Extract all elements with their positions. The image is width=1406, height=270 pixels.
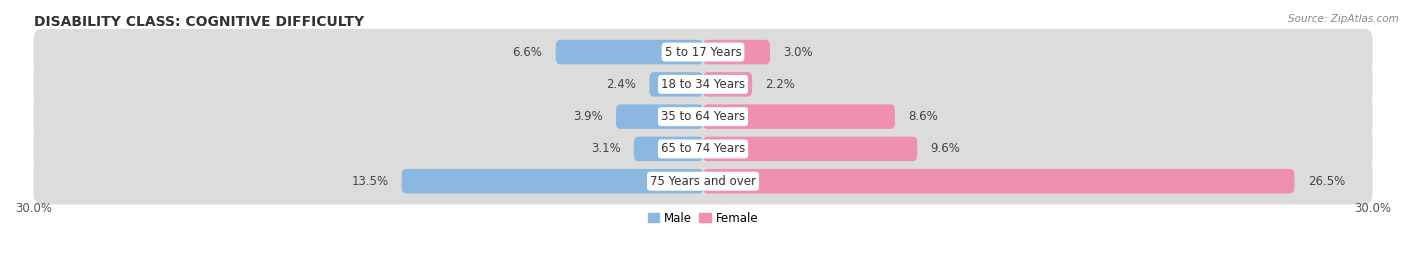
FancyBboxPatch shape <box>34 93 1372 140</box>
FancyBboxPatch shape <box>616 104 703 129</box>
Text: 2.2%: 2.2% <box>765 78 796 91</box>
Text: Source: ZipAtlas.com: Source: ZipAtlas.com <box>1288 14 1399 23</box>
FancyBboxPatch shape <box>34 29 1372 75</box>
Text: 3.9%: 3.9% <box>572 110 603 123</box>
Text: 13.5%: 13.5% <box>352 175 388 188</box>
FancyBboxPatch shape <box>555 40 703 64</box>
FancyBboxPatch shape <box>634 137 703 161</box>
Text: 2.4%: 2.4% <box>606 78 636 91</box>
Text: 65 to 74 Years: 65 to 74 Years <box>661 143 745 156</box>
Text: 3.0%: 3.0% <box>783 46 813 59</box>
FancyBboxPatch shape <box>34 158 1372 204</box>
FancyBboxPatch shape <box>703 72 752 97</box>
Text: 18 to 34 Years: 18 to 34 Years <box>661 78 745 91</box>
FancyBboxPatch shape <box>402 169 703 194</box>
FancyBboxPatch shape <box>703 104 896 129</box>
Legend: Male, Female: Male, Female <box>643 207 763 229</box>
FancyBboxPatch shape <box>703 40 770 64</box>
Text: 26.5%: 26.5% <box>1308 175 1346 188</box>
FancyBboxPatch shape <box>703 169 1295 194</box>
Text: 35 to 64 Years: 35 to 64 Years <box>661 110 745 123</box>
Text: 3.1%: 3.1% <box>591 143 620 156</box>
Text: 8.6%: 8.6% <box>908 110 938 123</box>
Text: 9.6%: 9.6% <box>931 143 960 156</box>
FancyBboxPatch shape <box>703 137 917 161</box>
FancyBboxPatch shape <box>34 61 1372 108</box>
Text: DISABILITY CLASS: COGNITIVE DIFFICULTY: DISABILITY CLASS: COGNITIVE DIFFICULTY <box>34 15 364 29</box>
Text: 6.6%: 6.6% <box>512 46 543 59</box>
FancyBboxPatch shape <box>34 126 1372 172</box>
FancyBboxPatch shape <box>650 72 703 97</box>
Text: 75 Years and over: 75 Years and over <box>650 175 756 188</box>
Text: 5 to 17 Years: 5 to 17 Years <box>665 46 741 59</box>
